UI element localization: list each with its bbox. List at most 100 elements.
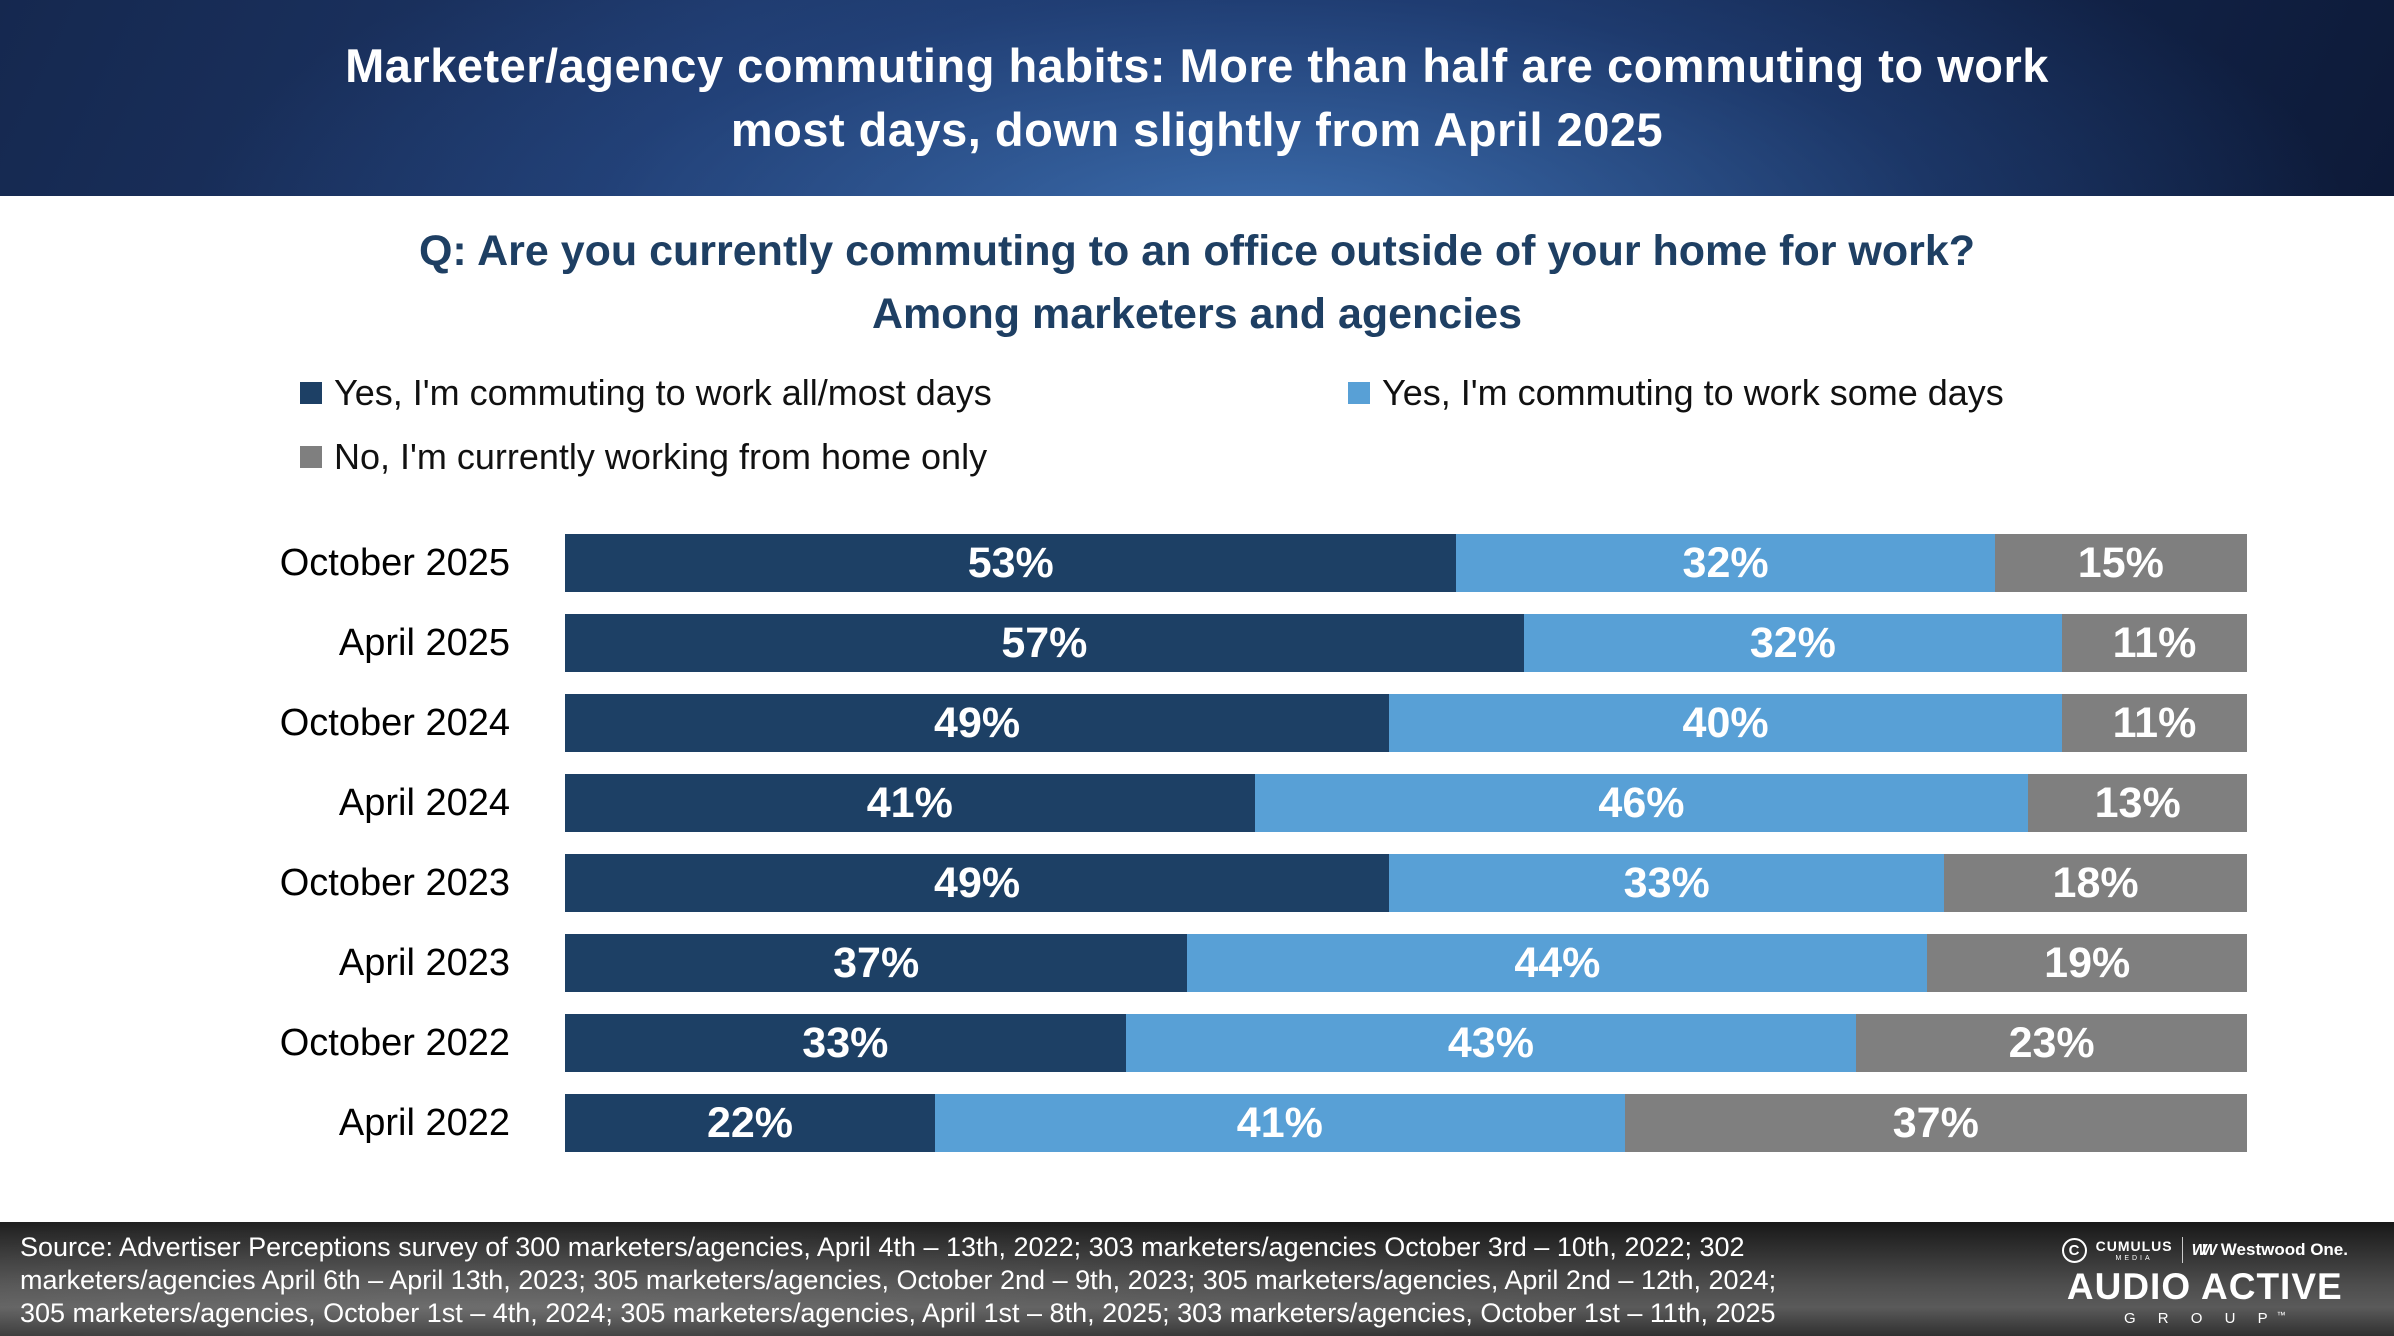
westwood-one-label: WW Westwood One. (2191, 1240, 2348, 1259)
stacked-bar: 49% 33% 18% (565, 854, 2247, 912)
bar-segment-some-days: 33% (1389, 854, 1945, 912)
bar-value-label: 41% (866, 778, 953, 827)
category-label: October 2022 (279, 1021, 510, 1064)
bar-value-label: 15% (2077, 538, 2164, 587)
bar-value-label: 11% (2112, 698, 2197, 747)
bar-chart: October 2025 53% 32% 15% April 2025 57% 32% 11%… (0, 523, 2394, 1163)
bar-value-label: 44% (1514, 938, 1601, 987)
bar-segment-all-most-days: 57% (565, 614, 1524, 672)
source-line: marketers/agencies April 6th – April 13t… (20, 1265, 1777, 1295)
chart-row: October 2024 49% 40% 11% (0, 683, 2394, 763)
legend: Yes, I'm commuting to work all/most days… (300, 372, 2004, 478)
source-line: Source: Advertiser Perceptions survey of… (20, 1232, 1745, 1262)
logo-top-row: C CUMULUS MEDIA WW Westwood One. (2061, 1236, 2348, 1264)
category-label: October 2024 (279, 701, 510, 744)
legend-item-all-most-days: Yes, I'm commuting to work all/most days (300, 372, 1348, 414)
stacked-bar: 33% 43% 23% (565, 1014, 2247, 1072)
bar-segment-home-only: 11% (2061, 614, 2247, 672)
trademark-symbol: ™ (2276, 1310, 2286, 1320)
stacked-bar: 41% 46% 13% (565, 774, 2247, 832)
cumulus-label: CUMULUS (2095, 1237, 2173, 1254)
cumulus-circle-icon: C (2061, 1237, 2087, 1263)
chart-row: April 2023 37% 44% 19% (0, 923, 2394, 1003)
bar-segment-home-only: 18% (1944, 854, 2247, 912)
slide-title-line-2: most days, down slightly from April 2025 (730, 103, 1664, 156)
slide-header: Marketer/agency commuting habits: More t… (0, 0, 2394, 196)
category-label: April 2024 (338, 781, 510, 824)
bar-segment-home-only: 19% (1927, 934, 2247, 992)
bar-value-label: 43% (1447, 1018, 1534, 1067)
bar-value-label: 13% (2094, 778, 2181, 827)
category-label: October 2023 (279, 861, 510, 904)
chart-question: Q: Are you currently commuting to an off… (0, 220, 2394, 346)
stacked-bar: 57% 32% 11% (565, 614, 2247, 672)
bar-value-label: 57% (1001, 618, 1088, 667)
bar-value-label: 33% (802, 1018, 889, 1067)
audio-active-label: AUDIO ACTIVE (2066, 1266, 2343, 1307)
chart-row: April 2022 22% 41% 37% (0, 1083, 2394, 1163)
bar-segment-some-days: 43% (1125, 1014, 1857, 1072)
bar-segment-home-only: 15% (1994, 534, 2247, 592)
bar-segment-some-days: 44% (1187, 934, 1928, 992)
source-note: Source: Advertiser Perceptions survey of… (20, 1231, 1776, 1330)
bar-segment-home-only: 11% (2061, 694, 2247, 752)
stacked-bar: 22% 41% 37% (565, 1094, 2247, 1152)
chart-row: October 2025 53% 32% 15% (0, 523, 2394, 603)
chart-row: April 2024 41% 46% 13% (0, 763, 2394, 843)
source-line: 305 marketers/agencies, October 1st – 4t… (20, 1298, 1776, 1328)
bar-value-label: 11% (2112, 618, 2197, 667)
westwood-one-icon: WW (2191, 1242, 2217, 1259)
bar-segment-some-days: 41% (935, 1094, 1625, 1152)
slide-title-line-1: Marketer/agency commuting habits: More t… (345, 39, 2049, 92)
bar-segment-all-most-days: 37% (565, 934, 1188, 992)
bar-segment-home-only: 37% (1624, 1094, 2247, 1152)
audio-active-group-logo: C CUMULUS MEDIA WW Westwood One. AUDIO AC… (2061, 1236, 2348, 1327)
legend-swatch-all-most-days (300, 382, 322, 404)
bar-value-label: 19% (2044, 938, 2131, 987)
category-label: April 2022 (338, 1101, 510, 1144)
chart-row: October 2023 49% 33% 18% (0, 843, 2394, 923)
bar-value-label: 40% (1682, 698, 1769, 747)
bar-value-label: 49% (934, 858, 1021, 907)
bar-segment-all-most-days: 49% (565, 694, 1390, 752)
bar-value-label: 46% (1598, 778, 1685, 827)
bar-segment-all-most-days: 53% (565, 534, 1457, 592)
stacked-bar: 49% 40% 11% (565, 694, 2247, 752)
bar-segment-all-most-days: 49% (565, 854, 1390, 912)
bar-value-label: 41% (1236, 1098, 1323, 1147)
stacked-bar: 53% 32% 15% (565, 534, 2247, 592)
bar-segment-some-days: 46% (1254, 774, 2029, 832)
bar-value-label: 23% (2008, 1018, 2095, 1067)
logo-divider (2181, 1237, 2183, 1263)
legend-item-home-only: No, I'm currently working from home only (300, 436, 1348, 478)
bar-value-label: 32% (1682, 538, 1769, 587)
category-label: October 2025 (279, 541, 510, 584)
bar-value-label: 22% (706, 1098, 794, 1147)
bar-value-label: 37% (1892, 1098, 1979, 1147)
bar-segment-all-most-days: 33% (565, 1014, 1126, 1072)
legend-label: Yes, I'm commuting to work some days (1382, 372, 2004, 413)
stacked-bar: 37% 44% 19% (565, 934, 2247, 992)
bar-value-label: 18% (2052, 858, 2139, 907)
bar-segment-home-only: 23% (1856, 1014, 2247, 1072)
legend-label: No, I'm currently working from home only (334, 436, 988, 477)
bar-segment-some-days: 32% (1456, 534, 1995, 592)
bar-segment-all-most-days: 22% (565, 1094, 936, 1152)
bar-value-label: 32% (1749, 618, 1836, 667)
legend-item-some-days: Yes, I'm commuting to work some days (1348, 372, 2004, 414)
bar-segment-some-days: 40% (1389, 694, 2062, 752)
media-label: MEDIA (2115, 1254, 2153, 1262)
chart-question-line-1: Q: Are you currently commuting to an off… (418, 227, 1976, 275)
bar-segment-home-only: 13% (2028, 774, 2247, 832)
group-label: G R O U P™ (2123, 1310, 2286, 1327)
chart-row: October 2022 33% 43% 23% (0, 1003, 2394, 1083)
chart-row: April 2025 57% 32% 11% (0, 603, 2394, 683)
category-label: April 2025 (338, 621, 510, 664)
chart-question-line-2: Among marketers and agencies (871, 290, 1523, 338)
legend-label: Yes, I'm commuting to work all/most days (334, 372, 992, 413)
bar-value-label: 49% (934, 698, 1021, 747)
legend-swatch-home-only (300, 446, 322, 468)
cumulus-media-wordmark: CUMULUS MEDIA (2096, 1239, 2173, 1262)
bar-segment-all-most-days: 41% (565, 774, 1255, 832)
